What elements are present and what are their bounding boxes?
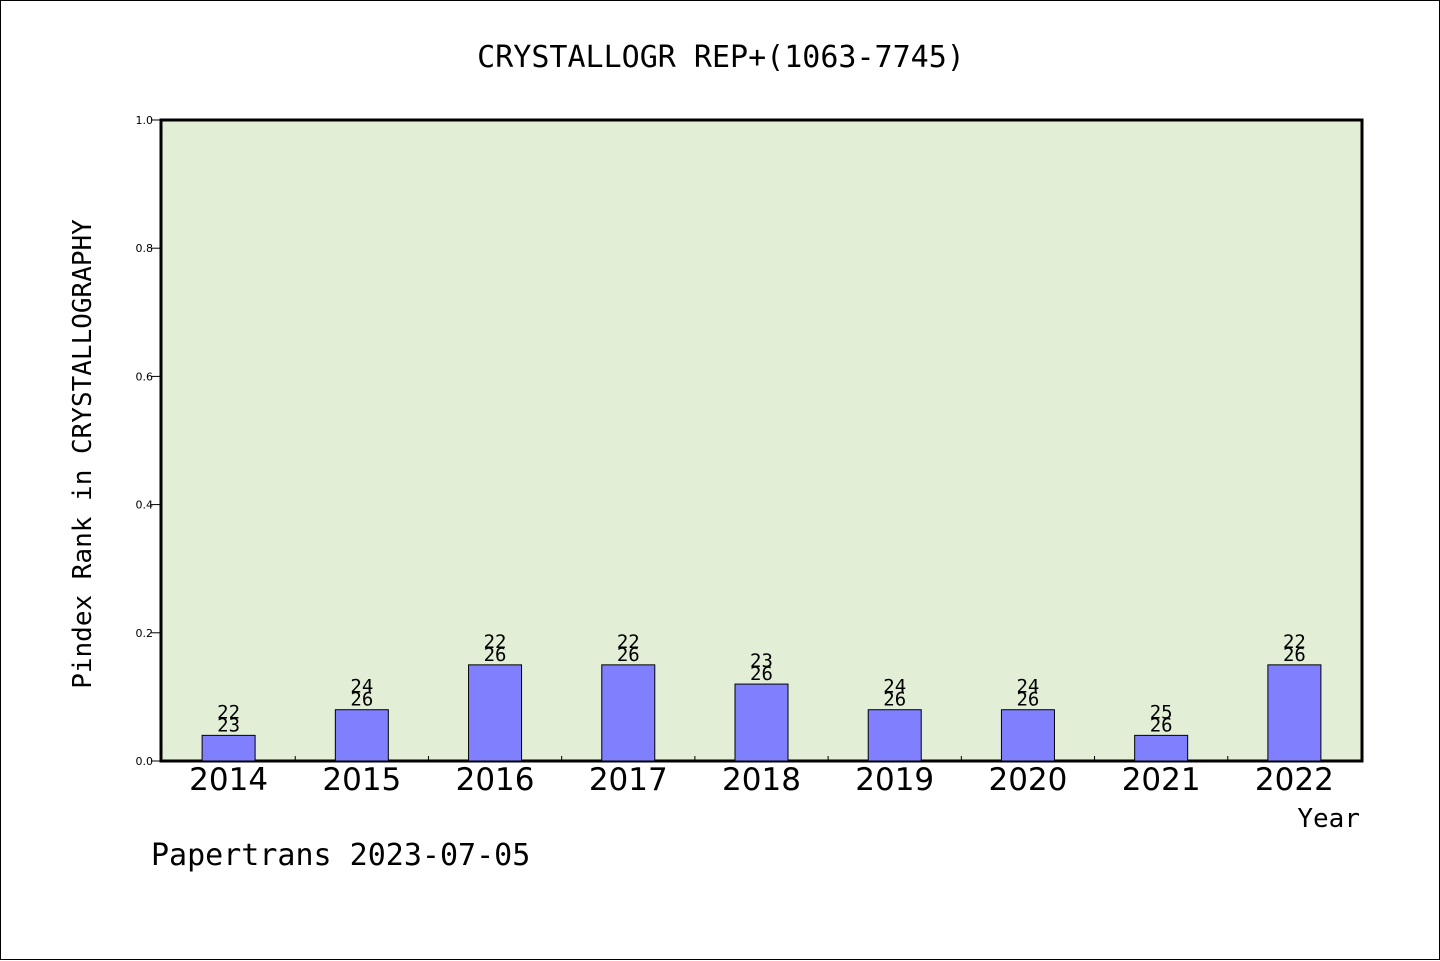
y-tick-label: 0.0: [136, 755, 154, 768]
bar-label-top: 23: [750, 650, 773, 672]
x-axis-label: Year: [1297, 804, 1360, 834]
bar-label-top: 24: [1016, 676, 1039, 698]
x-tick-label: 2022: [1255, 762, 1334, 798]
bar-2017: [601, 664, 656, 762]
bar-label-top: 22: [617, 631, 640, 653]
bar-2015: [334, 709, 389, 762]
bar-2019: [867, 709, 922, 762]
bar-label-top: 25: [1150, 701, 1173, 723]
bar-label-bottom: 23: [217, 714, 240, 736]
x-tick-label: 2016: [456, 762, 535, 798]
bar-label-top: 22: [1283, 631, 1306, 653]
y-tick-label: 0.4: [136, 499, 154, 512]
y-tick-label: 0.6: [136, 370, 154, 383]
footer-credit: Papertrans 2023-07-05: [151, 838, 530, 873]
x-tick-label: 2015: [322, 762, 401, 798]
y-tick-label: 1.0: [136, 114, 154, 127]
bar-2022: [1267, 664, 1322, 762]
bar-label-top: 24: [350, 676, 373, 698]
bar-label-top: 22: [484, 631, 507, 653]
x-tick-label: 2020: [988, 762, 1067, 798]
bar-label-bottom: 26: [883, 689, 906, 711]
bar-2020: [1000, 709, 1055, 762]
bar-label-bottom: 26: [350, 689, 373, 711]
bar-2016: [468, 664, 523, 762]
y-axis: 0.0 0.2 0.4 0.6 0.8 1.0: [136, 114, 161, 768]
bar-label-bottom: 26: [1016, 689, 1039, 711]
bar-2014: [201, 734, 256, 762]
bar-label-top: 24: [883, 676, 906, 698]
x-axis: 2014 2015 2016 2017 2018 2019 2020 2021 2022: [189, 756, 1334, 798]
x-tick-label: 2018: [722, 762, 801, 798]
x-tick-label: 2019: [855, 762, 934, 798]
bar-label-bottom: 26: [1283, 644, 1306, 666]
bar-label-bottom: 26: [617, 644, 640, 666]
bar-2018: [734, 683, 789, 762]
y-axis-label: Pindex Rank in CRYSTALLOGRAPHY: [68, 219, 98, 689]
x-tick-label: 2014: [189, 762, 268, 798]
chart-title: CRYSTALLOGR REP+(1063-7745): [477, 40, 965, 75]
plot-area: [159, 118, 1364, 763]
x-tick-label: 2017: [589, 762, 668, 798]
bar-label-bottom: 26: [750, 663, 773, 685]
y-tick-label: 0.2: [136, 627, 154, 640]
bar-label-bottom: 26: [484, 644, 507, 666]
bar-label-top: 22: [217, 701, 240, 723]
bar-label-bottom: 26: [1150, 714, 1173, 736]
x-tick-label: 2021: [1122, 762, 1201, 798]
y-tick-label: 0.8: [136, 242, 154, 255]
bar-2021: [1134, 734, 1189, 762]
